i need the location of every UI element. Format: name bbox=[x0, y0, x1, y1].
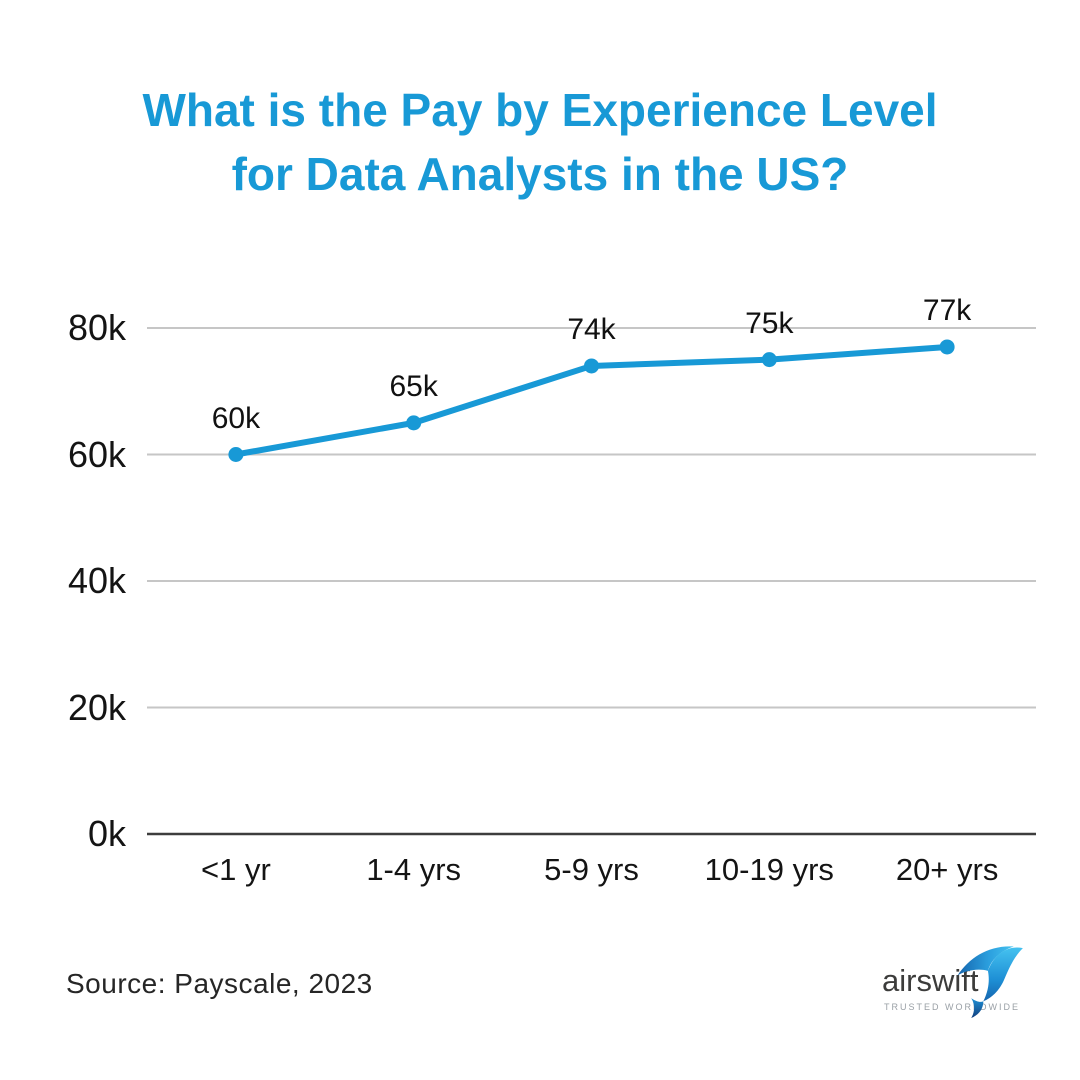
airswift-logo: airswift TRUSTED WORLDWIDE bbox=[882, 940, 1032, 1024]
data-point bbox=[406, 415, 422, 431]
data-point-label: 74k bbox=[567, 312, 616, 346]
x-axis-label: 20+ yrs bbox=[895, 852, 999, 887]
x-axis-label: 1-4 yrs bbox=[366, 852, 462, 887]
data-point-label: 65k bbox=[389, 369, 438, 403]
logo-tagline: TRUSTED WORLDWIDE bbox=[884, 1002, 1020, 1012]
source-text: Source: Payscale, 2023 bbox=[66, 968, 373, 999]
x-axis-label: 10-19 yrs bbox=[704, 852, 834, 887]
y-tick-label: 20k bbox=[67, 686, 126, 728]
data-point bbox=[584, 358, 599, 374]
y-tick-label: 0k bbox=[87, 813, 126, 854]
data-point-label: 77k bbox=[922, 293, 972, 327]
data-point bbox=[761, 352, 777, 368]
y-tick-label: 40k bbox=[67, 560, 126, 601]
data-point-label: 75k bbox=[745, 306, 794, 340]
data-point-label: 60k bbox=[211, 401, 261, 435]
y-tick-label: 80k bbox=[67, 307, 126, 348]
chart-title-line2: for Data Analysts in the US? bbox=[231, 148, 849, 200]
chart-title: What is the Pay by Experience Level for … bbox=[0, 78, 1080, 206]
y-tick-label: 60k bbox=[67, 433, 126, 475]
swift-bird-icon bbox=[957, 946, 1023, 1018]
x-axis-label: 5-9 yrs bbox=[544, 852, 639, 887]
data-point bbox=[939, 339, 955, 355]
data-point bbox=[228, 447, 244, 462]
x-axis-label: <1 yr bbox=[201, 852, 271, 887]
chart-title-line1: What is the Pay by Experience Level bbox=[142, 84, 938, 136]
